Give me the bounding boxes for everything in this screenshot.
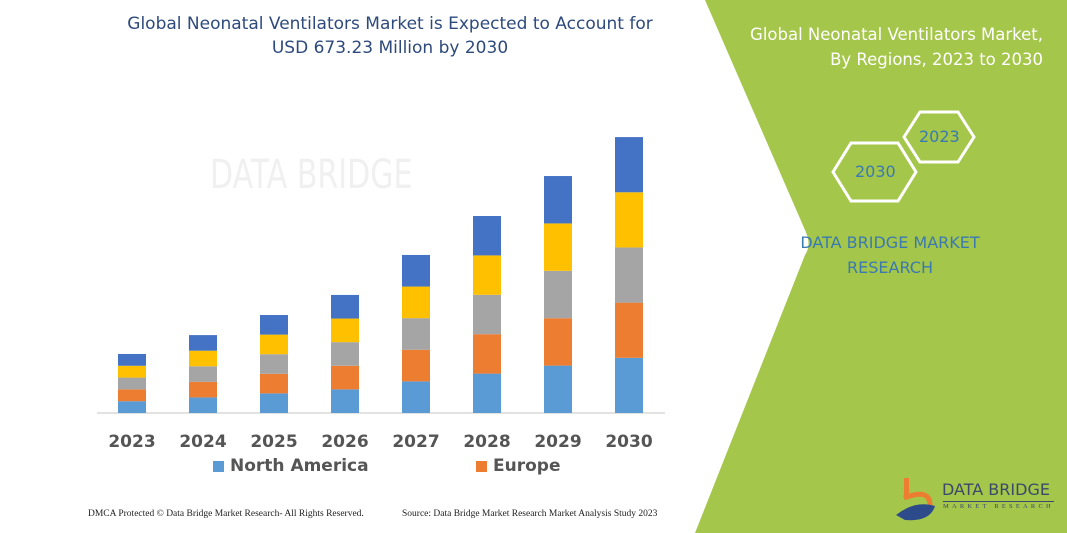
bar-2030-series-4 [615,137,643,193]
bar-2026-series-0 [331,389,359,413]
side-title-line2: By Regions, 2023 to 2030 [830,50,1043,69]
bar-2030-series-2 [615,247,643,303]
side-title-line1: Global Neonatal Ventilators Market, [750,25,1043,44]
chart-title: Global Neonatal Ventilators Market is Ex… [100,12,680,60]
bar-2028-series-1 [473,334,501,374]
legend-swatch [476,460,487,472]
x-tick-2024: 2024 [179,432,226,452]
footer-source: Source: Data Bridge Market Research Mark… [402,509,658,519]
bar-2030-series-3 [615,192,643,248]
bar-2023-series-3 [118,365,146,378]
bar-2025-series-2 [260,354,288,374]
x-tick-2029: 2029 [534,432,581,452]
bar-2026-series-3 [331,318,359,343]
bar-2025-series-4 [260,315,288,335]
bar-2027-series-1 [402,349,430,382]
bar-2027-series-2 [402,318,430,350]
brand-text: DATA BRIDGE MARKET RESEARCH [800,230,980,280]
x-tick-2023: 2023 [108,432,155,452]
bar-2029-series-3 [544,223,572,271]
bar-2026-series-2 [331,342,359,366]
bar-2030-series-0 [615,357,643,413]
bar-2028-series-3 [473,255,501,295]
bar-2023-series-1 [118,389,146,402]
logo-icon [896,478,935,521]
legend-label: Europe [493,456,561,476]
bar-2024-series-0 [189,397,217,413]
legend-swatch [213,460,224,472]
bar-2028-series-2 [473,294,501,335]
bar-2023-series-2 [118,377,146,390]
brand-line1: DATA BRIDGE MARKET [800,233,980,252]
bar-2028-series-0 [473,373,501,413]
bar-2025-series-1 [260,373,288,394]
logo-sub: MARKET RESEARCH [943,501,1054,510]
x-tick-labels: 2023 2024 2025 2026 2027 2028 2029 2030 [108,432,652,452]
legend-europe: Europe [476,456,560,476]
bar-2029-series-0 [544,365,572,413]
logo-name: DATA BRIDGE [942,480,1050,499]
bar-2027-series-3 [402,286,430,319]
footer-copyright: DMCA Protected © Data Bridge Market Rese… [88,509,364,519]
hexagon-2023 [902,110,976,164]
side-panel [695,0,1067,533]
bar-2029-series-1 [544,318,572,366]
bar-2024-series-1 [189,381,217,398]
hexagon-2030 [831,141,918,203]
bar-2026-series-1 [331,365,359,390]
x-tick-2028: 2028 [463,432,510,452]
bar-2029-series-2 [544,270,572,319]
legend-north-america: North America [213,456,369,476]
x-tick-2025: 2025 [250,432,297,452]
hex-2030-label: 2030 [855,162,896,181]
bar-2023-series-4 [118,353,146,366]
bar-2029-series-4 [544,176,572,224]
title-line1: Global Neonatal Ventilators Market is Ex… [127,14,653,34]
bar-2024-series-2 [189,366,217,382]
bar-2026-series-4 [331,294,359,319]
x-tick-2030: 2030 [605,432,652,452]
bar-2025-series-0 [260,393,288,413]
legend-label: North America [230,456,369,476]
bar-2028-series-4 [473,216,501,256]
bar-2027-series-4 [402,254,430,287]
bar-2023-series-0 [118,401,146,413]
title-line2: USD 673.23 Million by 2030 [271,38,509,58]
side-title: Global Neonatal Ventilators Market, By R… [703,22,1043,72]
x-tick-2027: 2027 [392,432,439,452]
x-tick-2026: 2026 [321,432,368,452]
bars-group [118,137,643,413]
bar-2027-series-0 [402,381,430,413]
bar-2025-series-3 [260,334,288,355]
bar-2030-series-1 [615,302,643,358]
brand-line2: RESEARCH [847,258,933,277]
bar-2024-series-3 [189,350,217,367]
hex-2023-label: 2023 [919,127,960,146]
watermark: DATA BRIDGE [210,152,413,198]
bar-2024-series-4 [189,335,217,351]
